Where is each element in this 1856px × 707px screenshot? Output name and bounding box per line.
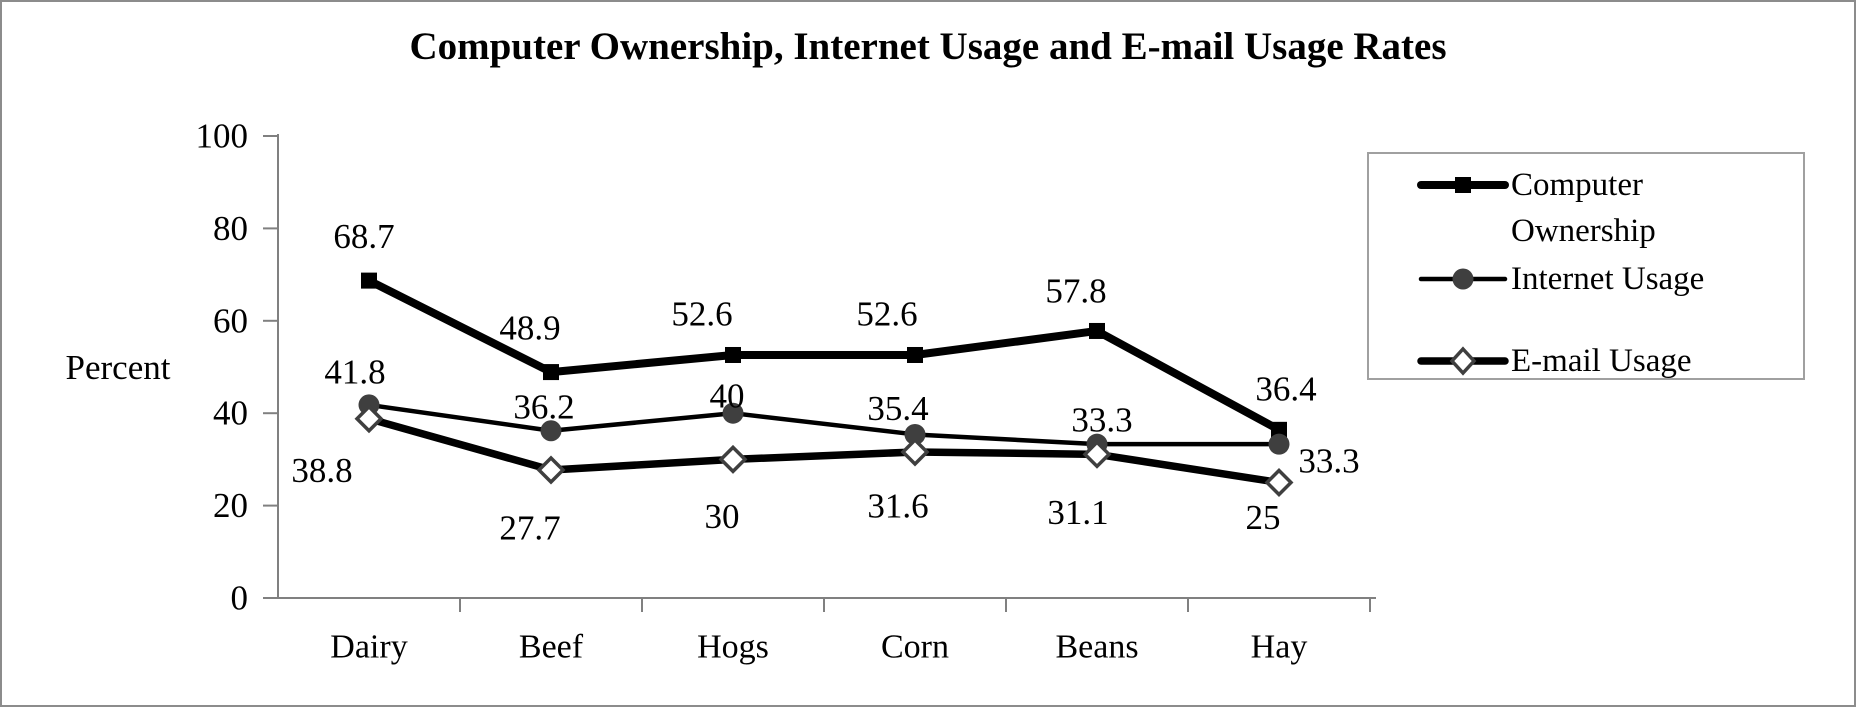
- marker-square-icon: [907, 346, 923, 363]
- x-category-label: Hay: [1251, 629, 1308, 666]
- data-label: 68.7: [333, 217, 394, 256]
- data-label: 27.7: [499, 509, 560, 548]
- data-label: 52.6: [671, 294, 732, 333]
- data-label: 52.6: [856, 294, 917, 333]
- data-label: 31.6: [867, 487, 928, 526]
- legend-item-computer-ownership: Computer Ownership: [1415, 162, 1803, 254]
- x-category-label: Dairy: [330, 629, 407, 666]
- legend-label-email-usage: E-mail Usage: [1511, 343, 1692, 379]
- data-label: 57.8: [1045, 271, 1106, 310]
- series-line-internet-usage: [366, 402, 1282, 447]
- legend-square-line-icon: [1417, 177, 1509, 193]
- data-label: 40: [710, 377, 745, 416]
- marker-circle-icon: [540, 420, 562, 442]
- marker-square-icon: [1089, 322, 1105, 339]
- marker-diamond-icon: [536, 455, 566, 485]
- x-category-label: Corn: [881, 629, 949, 666]
- marker-square-icon: [1271, 421, 1287, 438]
- legend-label-computer-ownership: Computer Ownership: [1511, 167, 1656, 249]
- marker-circle-icon: [722, 402, 744, 424]
- marker-diamond-icon: [354, 404, 384, 434]
- data-label: 48.9: [499, 309, 560, 348]
- marker-square-icon: [543, 364, 559, 381]
- legend-box: Computer Ownership Internet Usage E-mail…: [1367, 152, 1805, 380]
- x-category-label: Beef: [519, 629, 584, 666]
- x-category-label: Hogs: [697, 629, 769, 666]
- y-tick-label: 0: [231, 579, 249, 618]
- series-line-e-mail-usage: [365, 414, 1283, 487]
- legend-circle-line-icon: [1418, 268, 1508, 290]
- data-label: 35.4: [867, 389, 928, 428]
- data-label: 38.8: [291, 451, 352, 490]
- y-tick-label: 80: [213, 209, 248, 248]
- y-tick-label: 40: [213, 394, 248, 433]
- legend-item-internet-usage: Internet Usage: [1415, 256, 1803, 302]
- data-label: 30: [705, 497, 740, 536]
- marker-square-icon: [361, 272, 377, 289]
- data-label: 33.3: [1298, 442, 1359, 481]
- marker-diamond-icon: [1082, 439, 1112, 469]
- data-label: 36.4: [1255, 369, 1316, 408]
- y-tick-label: 100: [196, 117, 249, 156]
- data-label: 41.8: [324, 352, 385, 391]
- x-category-label: Beans: [1055, 629, 1138, 666]
- marker-diamond-icon: [1264, 468, 1294, 497]
- y-tick-label: 60: [213, 301, 248, 340]
- legend-label-internet-usage: Internet Usage: [1511, 261, 1705, 297]
- data-label: 36.2: [513, 387, 574, 426]
- legend-item-email-usage: E-mail Usage: [1415, 338, 1803, 384]
- data-label: 31.1: [1047, 493, 1108, 532]
- marker-diamond-icon: [718, 444, 748, 474]
- y-tick-label: 20: [213, 486, 248, 525]
- data-label: 33.3: [1071, 401, 1132, 440]
- data-label: 25: [1246, 498, 1281, 537]
- y-axis-title: Percent: [65, 348, 171, 387]
- marker-circle-icon: [904, 423, 926, 445]
- series-line-computer-ownership: [365, 276, 1283, 434]
- marker-circle-icon: [1268, 433, 1290, 455]
- marker-square-icon: [725, 346, 741, 363]
- legend-diamond-line-icon: [1417, 346, 1509, 376]
- marker-diamond-icon: [900, 437, 930, 467]
- chart-title: Computer Ownership, Internet Usage and E…: [409, 25, 1447, 68]
